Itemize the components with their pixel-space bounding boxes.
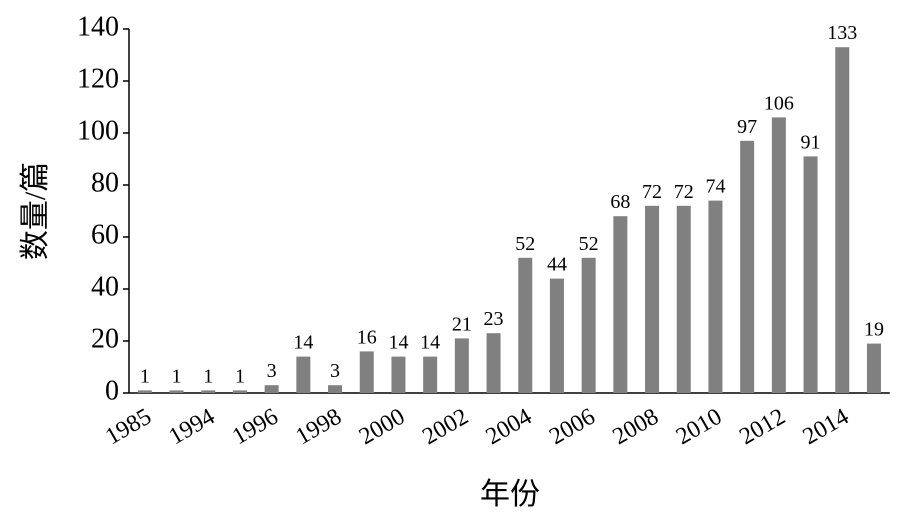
x-tick-label: 2008: [608, 404, 663, 451]
value-label: 21: [452, 313, 472, 335]
value-label: 52: [579, 233, 599, 255]
bar: [232, 390, 247, 393]
value-label: 106: [764, 92, 794, 114]
y-tick-label: 120: [77, 63, 119, 94]
bar: [613, 216, 628, 393]
x-tick-label: 2012: [735, 404, 790, 451]
value-label: 16: [357, 326, 377, 348]
y-tick-label: 0: [105, 375, 119, 406]
value-label: 14: [388, 332, 408, 354]
value-label: 44: [547, 254, 567, 276]
x-tick-label: 2004: [482, 404, 537, 451]
bar: [771, 117, 786, 394]
y-tick-label: 100: [77, 115, 119, 146]
bar: [740, 140, 755, 393]
x-tick-label: 1985: [101, 404, 156, 451]
bar: [264, 385, 279, 393]
value-label: 1: [140, 365, 150, 387]
value-label: 14: [293, 332, 313, 354]
y-tick-label: 80: [91, 167, 119, 198]
value-label: 19: [864, 319, 884, 341]
y-tick-label: 40: [91, 271, 119, 302]
bar: [645, 205, 660, 393]
value-label: 1: [172, 365, 182, 387]
y-tick-label: 140: [77, 11, 119, 42]
x-tick-label: 1998: [291, 404, 346, 451]
y-axis-label: 数量/篇: [19, 162, 52, 260]
x-tick-label: 1994: [165, 404, 220, 451]
x-tick-label: 2002: [418, 404, 473, 451]
value-label: 23: [484, 308, 504, 330]
bar: [201, 390, 216, 393]
y-tick-label: 20: [91, 323, 119, 354]
value-label: 72: [674, 181, 694, 203]
bar: [423, 356, 438, 393]
value-label: 1: [203, 365, 213, 387]
bar: [137, 390, 152, 393]
bar: [581, 257, 596, 393]
x-tick-label: 2010: [672, 404, 727, 451]
bar: [676, 205, 691, 393]
value-label: 91: [801, 131, 821, 153]
bar: [549, 278, 564, 393]
bar: [296, 356, 311, 393]
value-label: 74: [705, 176, 725, 198]
value-label: 3: [267, 360, 277, 382]
bar: [359, 351, 374, 393]
bar: [454, 338, 469, 393]
bar: [328, 385, 343, 393]
value-label: 133: [827, 22, 857, 44]
bar: [169, 390, 184, 393]
value-label: 97: [737, 116, 757, 138]
bar: [866, 343, 881, 393]
bar: [391, 356, 406, 393]
bar: [803, 156, 818, 393]
value-label: 14: [420, 332, 440, 354]
value-label: 72: [642, 181, 662, 203]
x-tick-label: 1996: [228, 404, 283, 451]
value-label: 1: [235, 365, 245, 387]
value-label: 3: [330, 360, 340, 382]
x-tick-label: 2000: [355, 404, 410, 451]
value-label: 68: [610, 191, 630, 213]
x-axis-label: 年份: [480, 478, 540, 511]
x-tick-label: 2006: [545, 404, 600, 451]
value-label: 52: [515, 233, 535, 255]
bar: [708, 200, 723, 393]
x-tick-label: 2014: [799, 404, 854, 451]
y-tick-label: 60: [91, 219, 119, 250]
bar: [835, 47, 850, 393]
bar: [518, 257, 533, 393]
bar: [486, 333, 501, 393]
